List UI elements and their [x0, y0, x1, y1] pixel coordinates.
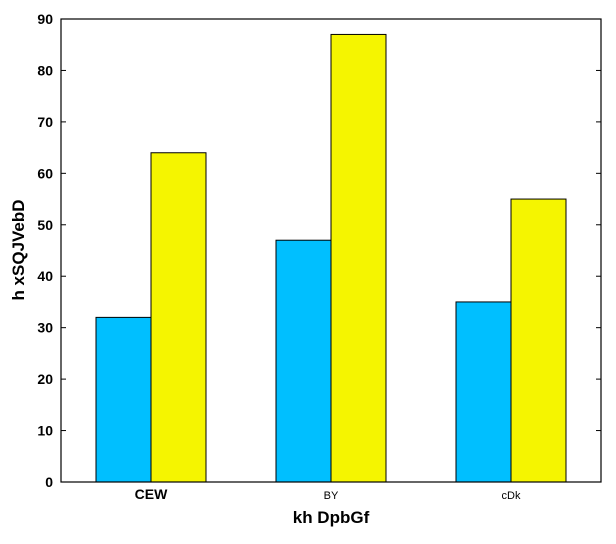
x-category-layer: CEW BY cDk: [135, 486, 521, 502]
bar-BY-series-1: [275, 239, 332, 483]
plot-frame: [60, 18, 602, 483]
y-ticks-layer: 0 10 20 30 40 50 60 70 80 90: [37, 11, 601, 490]
bars-layer: [95, 33, 567, 483]
y-tick-label-90: 90: [37, 11, 53, 27]
y-axis-title: h xSQJVebD: [9, 199, 28, 300]
y-tick-label-70: 70: [37, 114, 53, 130]
bar-BY-series-2: [330, 33, 387, 483]
x-axis-title: kh DpbGf: [293, 508, 370, 527]
y-tick-label-60: 60: [37, 165, 53, 181]
y-tick-label-80: 80: [37, 62, 53, 78]
y-tick-label-40: 40: [37, 268, 53, 284]
y-tick-label-10: 10: [37, 423, 53, 439]
x-tick-label-BY: BY: [324, 490, 339, 502]
bar-cDk-series-1: [455, 301, 512, 483]
bar-CEW-series-1: [95, 316, 152, 483]
y-tick-label-30: 30: [37, 320, 53, 336]
x-tick-label-cDk: cDk: [502, 490, 521, 502]
y-tick-label-20: 20: [37, 371, 53, 387]
y-tick-label-0: 0: [45, 474, 53, 490]
y-tick-label-50: 50: [37, 217, 53, 233]
bar-CEW-series-2: [150, 152, 207, 483]
bar-cDk-series-2: [510, 198, 567, 483]
x-tick-label-CEW: CEW: [135, 486, 168, 502]
